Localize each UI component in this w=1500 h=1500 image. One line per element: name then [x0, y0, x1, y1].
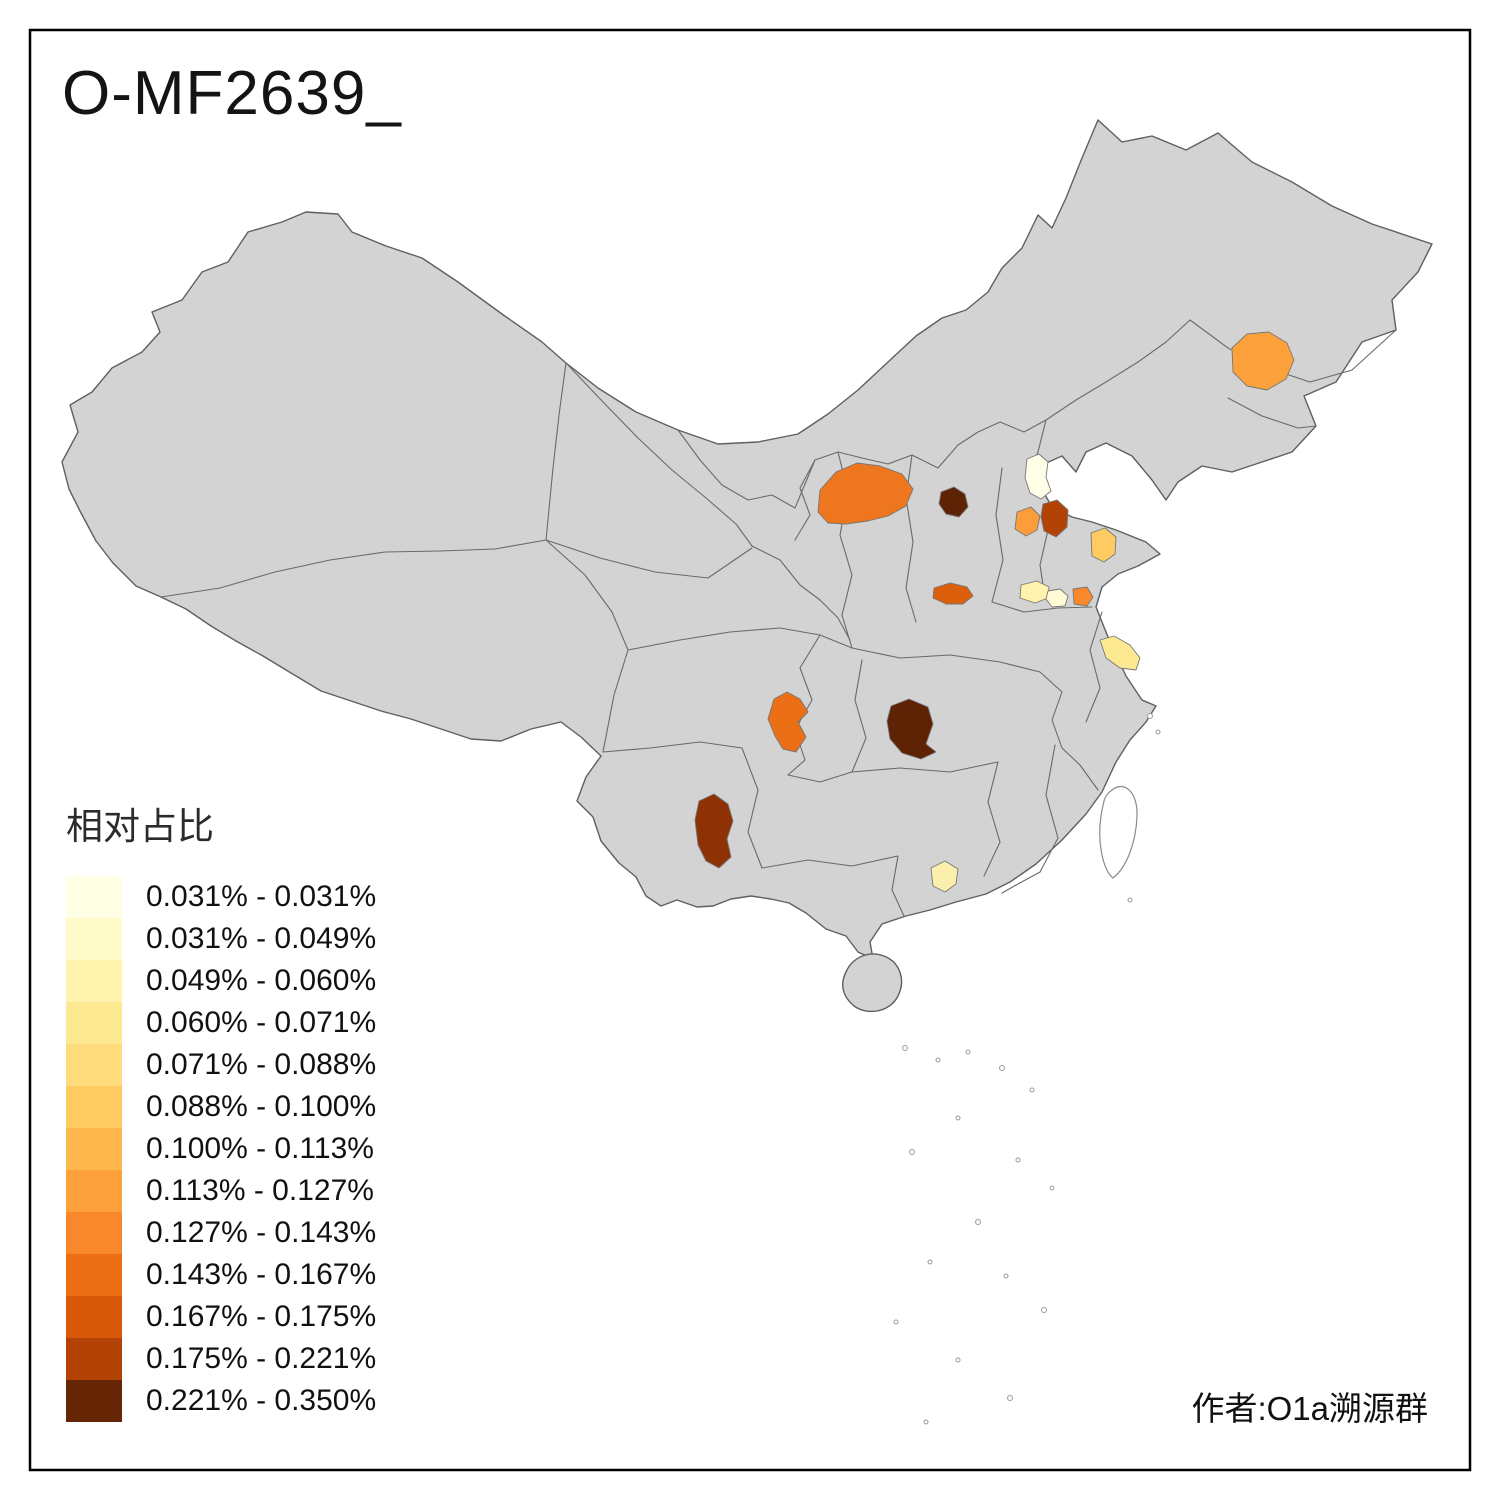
- legend-label: 0.031% - 0.049%: [146, 922, 377, 955]
- legend-swatch: [66, 1170, 122, 1212]
- region-shaanxi-red: [932, 582, 974, 605]
- region-yunnan-dark: [694, 793, 734, 869]
- legend-label: 0.071% - 0.088%: [146, 1048, 377, 1081]
- legend-swatch: [66, 1254, 122, 1296]
- border-yunnan-north: [602, 741, 743, 753]
- border-hubei-hunan: [851, 761, 999, 773]
- province-borders: [160, 319, 1397, 917]
- region-chongqing: [767, 691, 809, 753]
- border-guangdong-fujian: [1001, 871, 1041, 894]
- legend-label: 0.175% - 0.221%: [146, 1342, 377, 1375]
- border-ningxia: [794, 459, 816, 541]
- region-hebei-dark: [938, 486, 969, 518]
- legend-item: 0.031% - 0.049%: [66, 918, 376, 960]
- border-qinling: [851, 647, 1063, 693]
- legend-label: 0.049% - 0.060%: [146, 964, 377, 997]
- border-anhui-zhejiang: [1061, 747, 1099, 791]
- attribution: 作者:O1a溯源群: [1191, 1390, 1428, 1427]
- legend: 相对占比 0.031% - 0.031% 0.031% - 0.049% 0.049…: [66, 796, 376, 1422]
- legend-item: 0.071% - 0.088%: [66, 1044, 376, 1086]
- page-title: O-MF2639_: [62, 59, 402, 128]
- border-chongqing-hubei: [851, 659, 867, 773]
- border-yunnan-guizhou: [741, 747, 763, 869]
- legend-label: 0.221% - 0.350%: [146, 1384, 377, 1417]
- choropleth-regions: [694, 331, 1295, 893]
- border-anhui-jiangsu: [1085, 611, 1103, 723]
- region-heilongjiang-harbin: [1231, 331, 1295, 391]
- legend-item: 0.127% - 0.143%: [66, 1212, 376, 1254]
- legend-label: 0.143% - 0.167%: [146, 1258, 377, 1291]
- border-henan-anhui: [1051, 691, 1063, 749]
- region-guangdong-pale: [930, 860, 959, 893]
- legend-label: 0.088% - 0.100%: [146, 1090, 377, 1123]
- legend-swatch: [66, 918, 122, 960]
- border-heilongjiang-jilin: [1189, 319, 1397, 383]
- plot-frame: [28, 28, 1472, 1472]
- legend-items: 0.031% - 0.031% 0.031% - 0.049% 0.049% - 0…: [66, 876, 376, 1422]
- region-jiangsu-yellow: [1099, 635, 1141, 671]
- legend-swatch: [66, 1212, 122, 1254]
- legend-label: 0.031% - 0.031%: [146, 880, 377, 913]
- border-inner-mongolia-south: [677, 319, 1191, 509]
- border-guangxi-guangdong: [891, 855, 905, 917]
- legend-swatch: [66, 1086, 122, 1128]
- legend-swatch: [66, 876, 122, 918]
- region-hubei-dark: [886, 698, 937, 760]
- legend-item: 0.143% - 0.167%: [66, 1254, 376, 1296]
- legend-title: 相对占比: [66, 806, 214, 847]
- region-henan-white: [1045, 588, 1069, 608]
- border-shanxi-east: [991, 467, 1004, 603]
- border-guizhou-north: [787, 771, 853, 783]
- border-jilin-liaoning: [1227, 397, 1317, 429]
- legend-item: 0.175% - 0.221%: [66, 1338, 376, 1380]
- border-hunan-jiangxi: [983, 761, 1001, 877]
- legend-item: 0.088% - 0.100%: [66, 1086, 376, 1128]
- legend-item: 0.167% - 0.175%: [66, 1296, 376, 1338]
- south-china-sea-islets: [893, 713, 1161, 1425]
- region-henan-orange-small: [1072, 586, 1094, 607]
- legend-swatch: [66, 1128, 122, 1170]
- legend-swatch: [66, 1044, 122, 1086]
- legend-item: 0.113% - 0.127%: [66, 1170, 376, 1212]
- legend-label: 0.100% - 0.113%: [146, 1132, 374, 1165]
- border-xinjiang-east: [545, 362, 567, 541]
- border-gansu-southeast: [751, 545, 851, 641]
- legend-label: 0.060% - 0.071%: [146, 1006, 377, 1039]
- legend-item: 0.031% - 0.031%: [66, 876, 376, 918]
- taiwan-island: [1099, 785, 1138, 879]
- legend-swatch: [66, 1002, 122, 1044]
- region-beijing: [1024, 453, 1052, 500]
- legend-swatch: [66, 1380, 122, 1422]
- hainan-island: [842, 953, 903, 1013]
- legend-label: 0.167% - 0.175%: [146, 1300, 377, 1333]
- border-guizhou-guangxi: [761, 855, 899, 869]
- border-jiangxi-fujian: [1039, 744, 1059, 873]
- border-henan-shandong: [991, 601, 1093, 613]
- border-xinjiang-south: [160, 539, 547, 598]
- region-hebei-mid-orange: [1014, 506, 1041, 537]
- region-shandong-peninsula: [1090, 527, 1117, 563]
- region-hebei-east-red: [1040, 499, 1069, 538]
- legend-swatch: [66, 1296, 122, 1338]
- legend-item: 0.100% - 0.113%: [66, 1128, 376, 1170]
- border-qinghai-south: [545, 539, 753, 579]
- legend-swatch: [66, 960, 122, 1002]
- region-ordos: [817, 462, 914, 525]
- border-tibet-east: [545, 539, 629, 753]
- legend-item: 0.060% - 0.071%: [66, 1002, 376, 1044]
- border-sichuan-north: [627, 627, 853, 651]
- legend-label: 0.113% - 0.127%: [146, 1174, 374, 1207]
- legend-swatch: [66, 1338, 122, 1380]
- border-gansu-qinghai: [565, 362, 753, 547]
- legend-item: 0.221% - 0.350%: [66, 1380, 376, 1422]
- legend-item: 0.049% - 0.060%: [66, 960, 376, 1002]
- legend-label: 0.127% - 0.143%: [146, 1216, 377, 1249]
